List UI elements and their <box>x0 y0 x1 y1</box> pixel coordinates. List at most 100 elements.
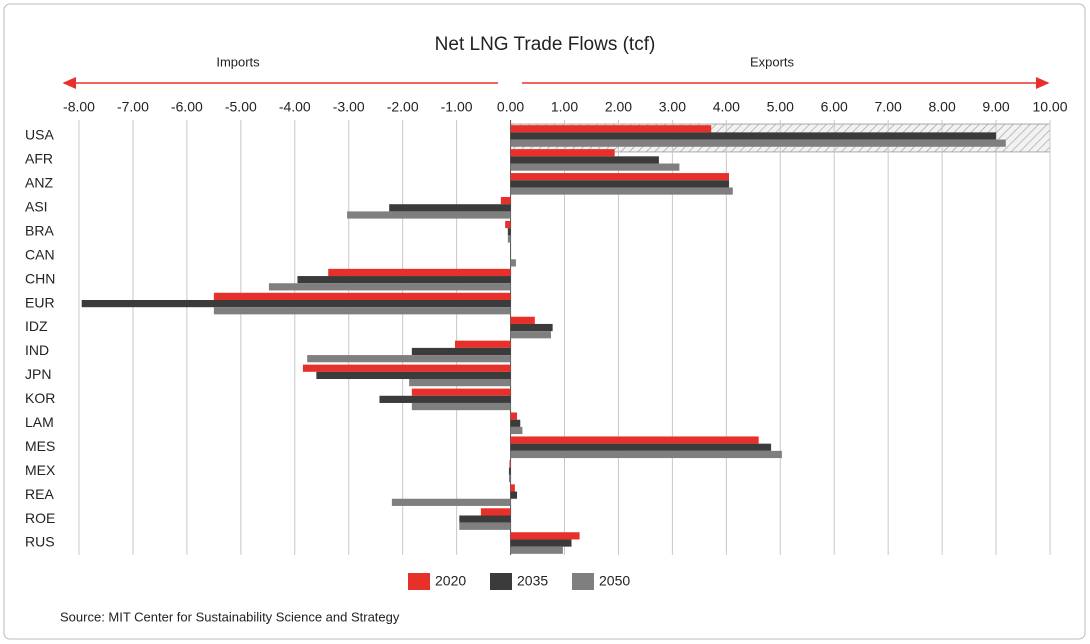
bar <box>328 268 511 277</box>
y-tick-label: RUS <box>25 534 55 550</box>
bar <box>500 197 511 205</box>
x-tick-label: 7.00 <box>875 99 902 115</box>
bar <box>510 412 518 420</box>
bar <box>411 347 511 356</box>
legend-swatch <box>572 573 594 590</box>
bar <box>389 204 511 212</box>
y-tick-label: CHN <box>25 270 55 286</box>
bar <box>347 211 511 219</box>
bar <box>510 539 572 547</box>
bar <box>297 276 511 284</box>
y-tick-label: KOR <box>25 390 55 406</box>
x-tick-label: 3.00 <box>659 99 686 115</box>
y-tick-label: ASI <box>25 199 48 215</box>
bar <box>268 283 511 291</box>
imports-label: Imports <box>216 54 260 69</box>
bar <box>409 379 511 387</box>
bar <box>507 228 511 236</box>
bar <box>510 450 782 459</box>
bar <box>459 522 511 530</box>
bar <box>510 149 615 157</box>
y-tick-label: MES <box>25 438 55 454</box>
x-tick-label: -8.00 <box>63 99 95 115</box>
y-tick-label: IND <box>25 342 49 358</box>
exports-label: Exports <box>750 54 795 69</box>
legend-label: 2035 <box>517 573 548 589</box>
source: Source: MIT Center for Sustainability Sc… <box>60 609 400 624</box>
legend-swatch <box>408 573 430 590</box>
y-tick-label: AFR <box>25 151 53 167</box>
y-tick-label: JPN <box>25 366 51 382</box>
bar <box>510 316 535 324</box>
bar <box>302 364 511 372</box>
bar <box>213 292 511 300</box>
bar <box>510 426 523 435</box>
bar <box>508 467 511 475</box>
y-tick-label: LAM <box>25 414 54 430</box>
x-tick-label: 6.00 <box>821 99 848 115</box>
bar <box>510 156 659 164</box>
y-tick-label: MEX <box>25 462 56 478</box>
y-tick-label: REA <box>25 486 54 502</box>
y-tick-label: ROE <box>25 510 55 526</box>
legend-swatch <box>490 573 512 590</box>
y-tick-label: CAN <box>25 246 55 262</box>
bar <box>81 299 511 308</box>
bar <box>379 395 511 403</box>
bar <box>510 180 730 188</box>
bar <box>510 443 772 451</box>
bar <box>510 532 580 540</box>
x-tick-label: -5.00 <box>225 99 257 115</box>
chart-title: Net LNG Trade Flows (tcf) <box>435 34 656 55</box>
y-tick-label: BRA <box>25 222 54 238</box>
bar <box>307 355 511 363</box>
bar <box>509 460 511 468</box>
x-tick-label: 0.00 <box>497 99 524 115</box>
x-tick-label: 2.00 <box>605 99 632 115</box>
bar <box>508 474 511 482</box>
legend-label: 2050 <box>599 573 630 589</box>
bar <box>505 220 511 229</box>
bar <box>510 546 563 554</box>
bar <box>510 163 680 171</box>
bar <box>510 132 997 140</box>
bar <box>510 491 518 499</box>
x-tick-label: 1.00 <box>551 99 578 115</box>
bar <box>480 508 511 516</box>
y-tick-label: EUR <box>25 294 55 310</box>
x-tick-label: -1.00 <box>441 99 473 115</box>
bar <box>213 307 511 315</box>
bar <box>507 235 511 243</box>
bar <box>411 402 511 411</box>
x-tick-label: 10.00 <box>1032 99 1067 115</box>
bar <box>510 173 730 181</box>
y-tick-label: USA <box>25 127 54 143</box>
bar <box>510 125 712 133</box>
bar <box>510 331 552 339</box>
bar <box>510 187 733 195</box>
y-tick-label: IDZ <box>25 318 48 334</box>
bar <box>411 388 511 396</box>
x-tick-label: -4.00 <box>279 99 311 115</box>
bar <box>510 323 553 332</box>
bar <box>510 436 759 444</box>
frame <box>3 3 1086 640</box>
bar <box>391 498 511 506</box>
x-tick-label: -3.00 <box>333 99 365 115</box>
y-tick-label: ANZ <box>25 175 53 191</box>
x-tick-label: 8.00 <box>928 99 955 115</box>
bar <box>510 139 1006 147</box>
legend-label: 2020 <box>435 573 466 589</box>
bar <box>510 419 521 427</box>
bar <box>316 371 511 380</box>
x-tick-label: 4.00 <box>713 99 740 115</box>
bar <box>454 340 511 348</box>
bar <box>459 515 511 523</box>
x-tick-label: -2.00 <box>387 99 419 115</box>
x-tick-label: -6.00 <box>171 99 203 115</box>
bar <box>510 259 516 267</box>
x-tick-label: -7.00 <box>117 99 149 115</box>
x-tick-label: 5.00 <box>767 99 794 115</box>
x-tick-label: 9.00 <box>982 99 1009 115</box>
